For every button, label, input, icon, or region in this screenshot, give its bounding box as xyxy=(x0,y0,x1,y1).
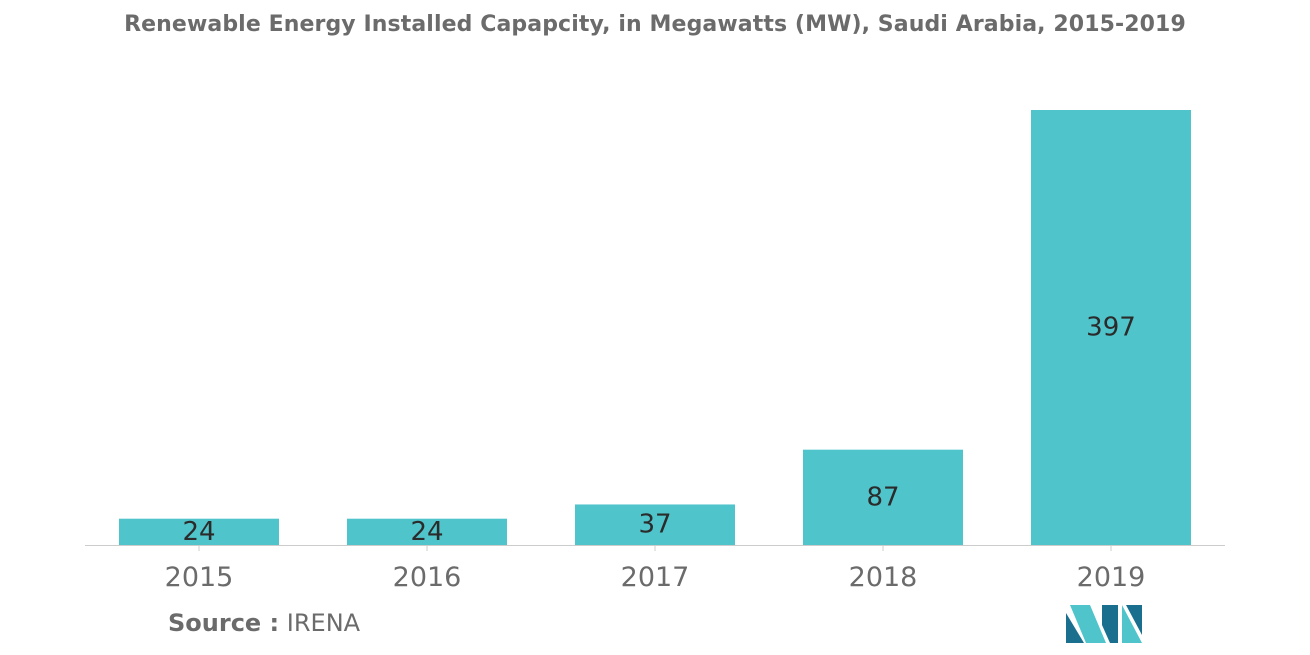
x-tick-label-2017: 2017 xyxy=(621,562,690,593)
bar-2017 xyxy=(575,504,735,545)
source-line: Source : IRENA xyxy=(168,609,360,637)
data-label-2016: 24 xyxy=(410,517,443,547)
data-label-2018: 87 xyxy=(866,482,899,512)
company-logo-icon xyxy=(1066,605,1142,643)
data-label-2019: 397 xyxy=(1086,313,1136,343)
bar-2016 xyxy=(347,518,507,545)
chart-title: Renewable Energy Installed Capapcity, in… xyxy=(124,12,1186,37)
bar-2018 xyxy=(803,449,963,545)
bar-2019 xyxy=(1031,110,1191,545)
source-label: Source : xyxy=(168,609,280,637)
source-value: IRENA xyxy=(286,609,361,637)
x-tick-label-2016: 2016 xyxy=(393,562,462,593)
data-label-2017: 37 xyxy=(638,510,671,540)
x-tick-label-2015: 2015 xyxy=(165,562,234,593)
x-tick-label-2019: 2019 xyxy=(1077,562,1146,593)
x-tick-label-2018: 2018 xyxy=(849,562,918,593)
bar-2015 xyxy=(119,518,279,545)
data-label-2015: 24 xyxy=(182,517,215,547)
